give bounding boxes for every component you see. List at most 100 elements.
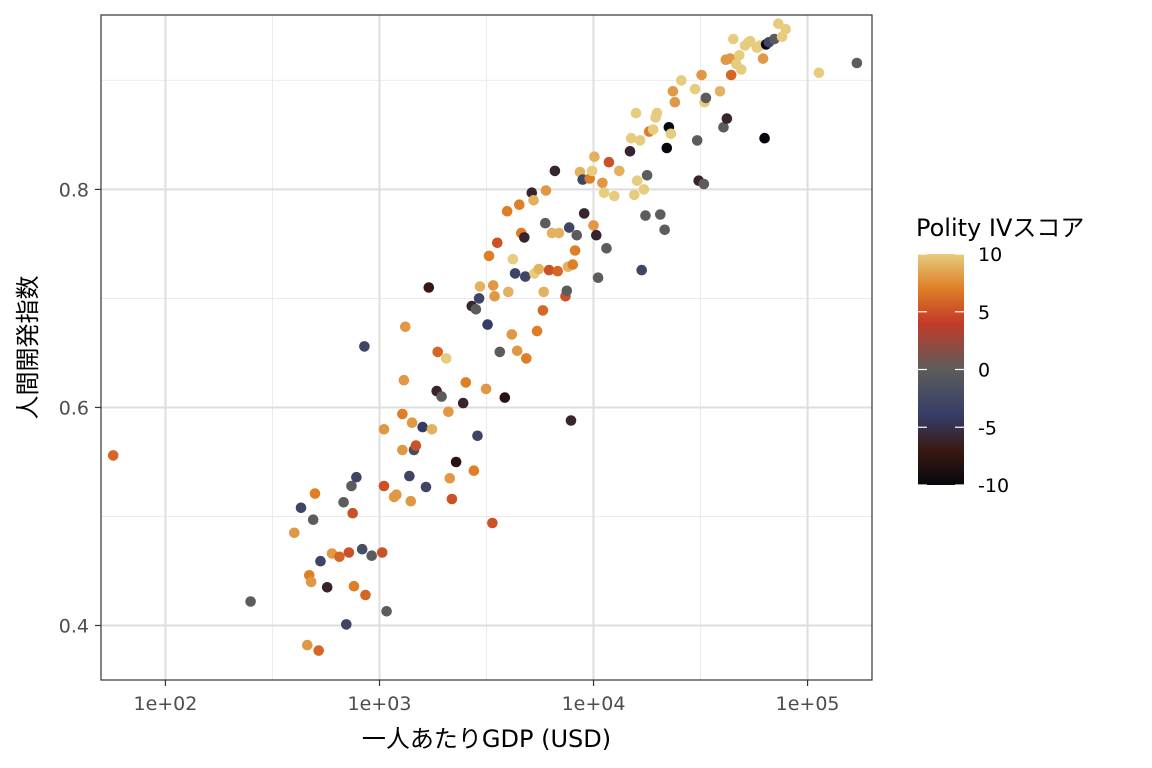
data-point: [302, 639, 313, 651]
data-point: [745, 35, 756, 47]
legend-label: 0: [978, 360, 990, 382]
data-point: [406, 417, 418, 429]
y-tick-label: 0.4: [59, 615, 89, 637]
data-point: [571, 229, 583, 241]
data-point: [321, 582, 333, 593]
data-point: [359, 341, 370, 352]
data-point: [714, 86, 726, 97]
data-point: [440, 353, 452, 364]
data-point: [338, 497, 349, 508]
data-point: [728, 33, 739, 45]
data-point: [420, 481, 432, 493]
data-point: [443, 406, 454, 418]
data-point: [468, 465, 480, 477]
axes: 1e+02 1e+03 1e+04 1e+05 0.4 0.6 0.8: [59, 179, 840, 715]
data-point: [625, 132, 637, 144]
data-point: [614, 165, 625, 177]
data-point: [494, 346, 506, 358]
data-point: [629, 189, 640, 201]
y-tick-label: 0.6: [59, 397, 89, 419]
data-point: [773, 18, 784, 30]
data-point: [569, 245, 581, 256]
data-point: [507, 253, 519, 265]
data-point: [503, 286, 514, 298]
data-point: [689, 83, 701, 95]
data-point: [245, 596, 256, 607]
data-point: [736, 64, 747, 75]
data-point: [659, 224, 670, 236]
data-point: [482, 319, 493, 330]
data-point: [520, 271, 531, 282]
data-point: [400, 321, 411, 333]
data-point: [636, 264, 647, 276]
data-point: [655, 209, 666, 220]
y-axis-title: 人間開発指数: [14, 276, 42, 420]
data-point: [624, 146, 636, 157]
data-point: [289, 527, 300, 539]
data-point: [366, 550, 378, 561]
data-point: [381, 606, 392, 617]
data-point: [489, 291, 500, 302]
data-point: [537, 305, 549, 316]
data-point: [725, 69, 737, 81]
data-point: [813, 67, 825, 79]
data-point: [609, 190, 620, 202]
data-point: [531, 325, 543, 337]
data-point: [397, 408, 408, 420]
data-point: [567, 259, 579, 270]
data-point: [540, 217, 551, 229]
x-axis-title: 一人あたりGDP (USD): [362, 725, 611, 753]
data-point: [480, 383, 492, 395]
y-tick-label: 0.8: [59, 179, 89, 201]
grid-lines: [101, 15, 872, 680]
color-legend: Polity IVスコア 10 5 0 -5 -10: [916, 214, 1084, 497]
data-point: [341, 619, 352, 630]
data-point: [721, 113, 733, 124]
data-point: [501, 205, 513, 217]
legend-label: -10: [978, 475, 1009, 497]
data-point: [487, 280, 499, 291]
data-point: [107, 450, 119, 461]
x-tick-label: 1e+03: [348, 693, 412, 715]
data-point: [351, 471, 362, 483]
data-point: [561, 285, 573, 297]
data-point: [356, 543, 368, 555]
data-point: [651, 107, 663, 119]
data-point: [641, 170, 653, 181]
legend-label: 10: [978, 244, 1002, 266]
data-point: [295, 502, 307, 514]
data-point: [397, 444, 408, 456]
data-point: [426, 424, 438, 435]
data-point: [665, 128, 677, 140]
data-point: [346, 480, 357, 492]
legend-label: -5: [978, 417, 997, 439]
data-point: [492, 237, 503, 249]
data-point: [700, 92, 712, 104]
data-point: [450, 456, 462, 468]
data-point: [586, 165, 598, 177]
data-point: [376, 547, 388, 558]
data-point: [391, 489, 402, 501]
data-point: [718, 122, 729, 133]
x-tick-label: 1e+05: [776, 693, 840, 715]
data-point: [552, 265, 563, 277]
legend-label: 5: [978, 302, 990, 324]
x-tick-label: 1e+02: [133, 693, 197, 715]
x-tick-label: 1e+04: [562, 693, 626, 715]
data-point: [540, 185, 552, 196]
data-point: [734, 50, 745, 61]
data-point: [446, 493, 458, 505]
data-point: [667, 86, 679, 97]
data-point: [603, 156, 615, 168]
data-point: [436, 391, 447, 402]
data-point: [640, 210, 651, 221]
data-point: [759, 132, 770, 144]
data-point: [378, 480, 390, 492]
data-point: [634, 135, 646, 146]
data-point: [473, 293, 485, 304]
data-point: [474, 281, 486, 292]
data-point: [423, 282, 435, 293]
data-point: [360, 589, 371, 601]
data-point: [378, 424, 390, 435]
